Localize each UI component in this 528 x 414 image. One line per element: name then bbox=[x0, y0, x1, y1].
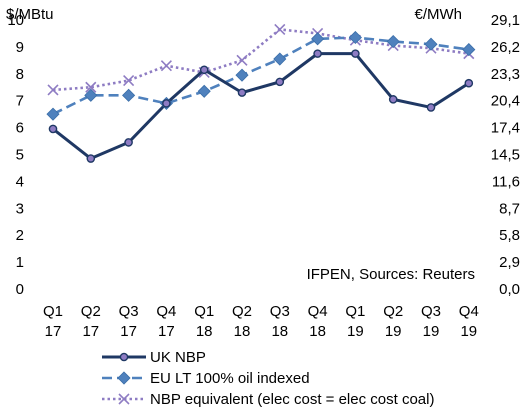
series-0-point bbox=[199, 65, 209, 75]
left-tick-label: 1 bbox=[16, 254, 24, 271]
series-2-point bbox=[123, 74, 135, 87]
legend-label-1: EU LT 100% oil indexed bbox=[150, 370, 310, 387]
series-line-2 bbox=[52, 28, 469, 92]
series-line-1 bbox=[52, 36, 469, 116]
series-1-point bbox=[311, 32, 325, 46]
x-tick-quarter: Q3 bbox=[119, 303, 139, 320]
left-tick-label: 6 bbox=[16, 120, 24, 137]
x-tick-quarter: Q4 bbox=[156, 303, 176, 320]
legend-swatch-marker-2 bbox=[118, 393, 130, 405]
left-tick-label: 4 bbox=[16, 173, 24, 190]
x-tick-year: 19 bbox=[385, 323, 402, 340]
x-tick-quarter: Q4 bbox=[459, 303, 479, 320]
series-1-point bbox=[386, 34, 400, 49]
series-line-0 bbox=[52, 52, 470, 161]
left-tick-label: 8 bbox=[16, 66, 24, 83]
legend-swatch-marker-0 bbox=[119, 352, 129, 362]
left-tick-label: 10 bbox=[7, 12, 24, 29]
left-tick-label: 5 bbox=[16, 147, 24, 164]
series-1-point bbox=[348, 30, 362, 45]
x-tick-year: 18 bbox=[271, 323, 288, 340]
series-0-point bbox=[464, 78, 474, 88]
x-tick-year: 19 bbox=[460, 323, 477, 340]
x-tick-quarter: Q2 bbox=[383, 303, 403, 320]
series-1-point bbox=[122, 88, 136, 102]
legend-swatch-marker-1 bbox=[117, 371, 131, 385]
series-1-point bbox=[84, 88, 98, 102]
right-tick-label: 0,0 bbox=[499, 281, 520, 298]
series-2-point bbox=[274, 23, 286, 35]
legend: UK NBP EU LT 100% oil indexed NBP equivale… bbox=[102, 349, 434, 408]
x-tick-quarter: Q1 bbox=[194, 303, 214, 320]
legend-label-0: UK NBP bbox=[150, 349, 206, 366]
series-0-point bbox=[48, 124, 58, 134]
series-0-point bbox=[124, 138, 133, 147]
left-tick-label: 0 bbox=[16, 281, 24, 298]
right-tick-label: 29,1 bbox=[491, 12, 520, 29]
x-tick-year: 18 bbox=[309, 323, 326, 340]
series-2-point bbox=[47, 84, 59, 96]
left-tick-label: 9 bbox=[16, 39, 24, 56]
series-1-point bbox=[46, 107, 60, 121]
x-tick-quarter: Q2 bbox=[232, 303, 252, 320]
series-2-point bbox=[236, 54, 248, 66]
legend-label-2: NBP equivalent (elec cost = elec cost co… bbox=[150, 391, 434, 408]
right-tick-label: 11,6 bbox=[492, 173, 520, 190]
right-tick-label: 23,3 bbox=[491, 66, 520, 83]
left-tick-label: 7 bbox=[16, 93, 24, 110]
series-0-point bbox=[162, 99, 171, 108]
series-0-point bbox=[426, 103, 436, 112]
x-tick-year: 17 bbox=[158, 323, 175, 340]
series-0-point bbox=[86, 154, 96, 163]
right-tick-label: 14,5 bbox=[491, 147, 520, 164]
series-2-point bbox=[160, 60, 172, 72]
right-tick-label: 5,8 bbox=[499, 227, 520, 244]
x-tick-year: 18 bbox=[196, 323, 213, 340]
series-1-point bbox=[197, 84, 211, 98]
x-tick-quarter: Q4 bbox=[308, 303, 328, 320]
series-0-point bbox=[388, 95, 398, 104]
right-tick-label: 2,9 bbox=[499, 254, 520, 271]
x-tick-year: 17 bbox=[82, 323, 99, 340]
x-tick-year: 17 bbox=[45, 323, 62, 340]
series-1-point bbox=[462, 43, 476, 57]
x-tick-year: 18 bbox=[234, 323, 251, 340]
x-tick-quarter: Q1 bbox=[345, 303, 365, 320]
x-tick-quarter: Q3 bbox=[270, 303, 290, 320]
right-tick-label: 20,4 bbox=[491, 93, 520, 110]
left-tick-label: 3 bbox=[16, 200, 24, 217]
left-axis-unit: $/MBtu bbox=[6, 6, 54, 23]
x-tick-year: 19 bbox=[347, 323, 364, 340]
x-tick-year: 17 bbox=[120, 323, 137, 340]
left-tick-label: 2 bbox=[16, 227, 24, 244]
x-tick-quarter: Q3 bbox=[421, 303, 441, 320]
right-tick-label: 17,4 bbox=[491, 120, 520, 137]
series-0-point bbox=[313, 49, 322, 58]
right-tick-label: 26,2 bbox=[491, 39, 520, 56]
series-0-point bbox=[275, 77, 285, 87]
series-0-point bbox=[351, 49, 360, 58]
series-1-point bbox=[424, 37, 438, 51]
x-tick-year: 19 bbox=[423, 323, 440, 340]
series-1-point bbox=[235, 68, 249, 82]
series-0-point bbox=[237, 88, 247, 97]
x-tick-quarter: Q1 bbox=[43, 303, 63, 320]
x-tick-quarter: Q2 bbox=[81, 303, 101, 320]
source-annotation: IFPEN, Sources: Reuters bbox=[307, 266, 475, 283]
right-axis-unit: €/MWh bbox=[414, 6, 462, 23]
series-1-point bbox=[273, 52, 287, 66]
right-tick-label: 8,7 bbox=[499, 200, 520, 217]
series-2-point bbox=[85, 81, 97, 93]
